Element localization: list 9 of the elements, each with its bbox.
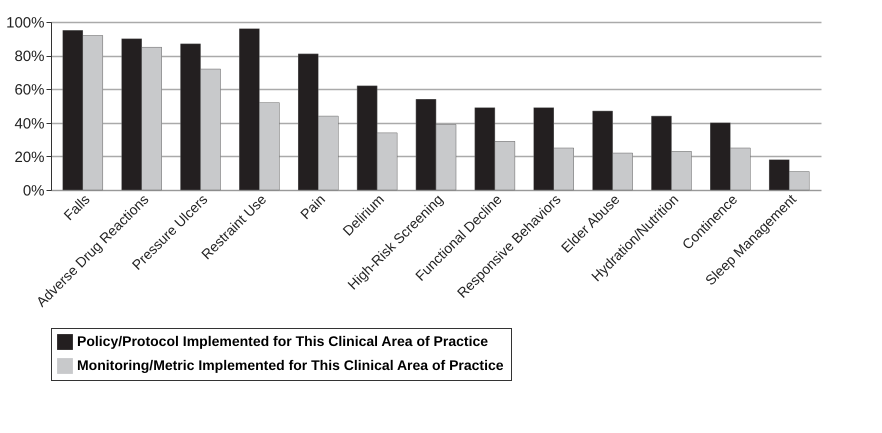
y-tick-label: 0% xyxy=(22,182,44,200)
x-tick-label: Pain xyxy=(297,191,328,222)
y-tick-label: 40% xyxy=(14,115,44,132)
legend-label: Monitoring/Metric Implemented for This Clinical Area of Practice xyxy=(77,357,504,373)
y-tick-label: 80% xyxy=(14,48,44,66)
y-tick-label: 60% xyxy=(14,82,44,99)
legend-label: Policy/Protocol Implemented for This Clinical Area of Practice xyxy=(77,333,488,349)
y-tick-label: 100% xyxy=(6,14,44,32)
y-tick-label: 20% xyxy=(14,148,44,166)
